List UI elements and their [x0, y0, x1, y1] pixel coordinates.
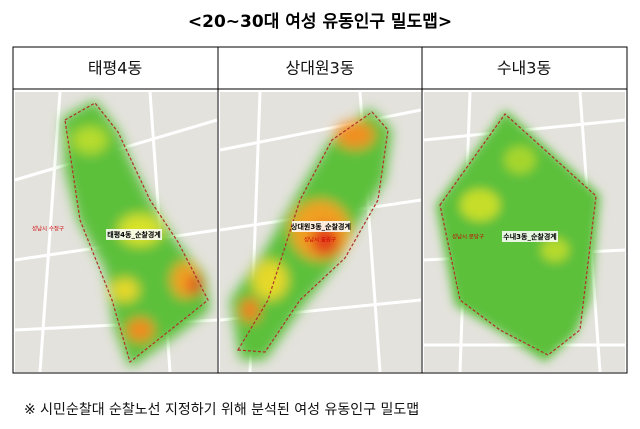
title: <20~30대 여성 유동인구 밀도맵> [188, 11, 452, 32]
footnote: ※ 시민순찰대 순찰노선 지정하기 위해 분석된 여성 유동인구 밀도맵 [24, 402, 419, 418]
district-label: 성남시 중원구 [304, 236, 336, 244]
table: 태평4동 상대원3동 수내3동 [12, 46, 628, 374]
district-label: 성남시 분당구 [452, 233, 484, 241]
boundary-label: 태평4동_순찰경계 [107, 230, 160, 239]
column-header: 상대원3동 [285, 59, 354, 78]
column-header: 수내3동 [497, 59, 551, 78]
density-map: 태평4동_순찰경계 성남시 수정구 [15, 92, 217, 372]
column-header: 태평4동 [88, 59, 142, 78]
boundary-label: 상대원3동_순찰경계 [291, 222, 351, 231]
boundary-label: 수내3동_순찰경계 [503, 232, 556, 241]
district-label: 성남시 수정구 [32, 225, 64, 233]
density-map: 수내3동_순찰경계 성남시 분당구 [424, 92, 625, 372]
density-map: 상대원3동_순찰경계 성남시 중원구 [220, 92, 421, 372]
